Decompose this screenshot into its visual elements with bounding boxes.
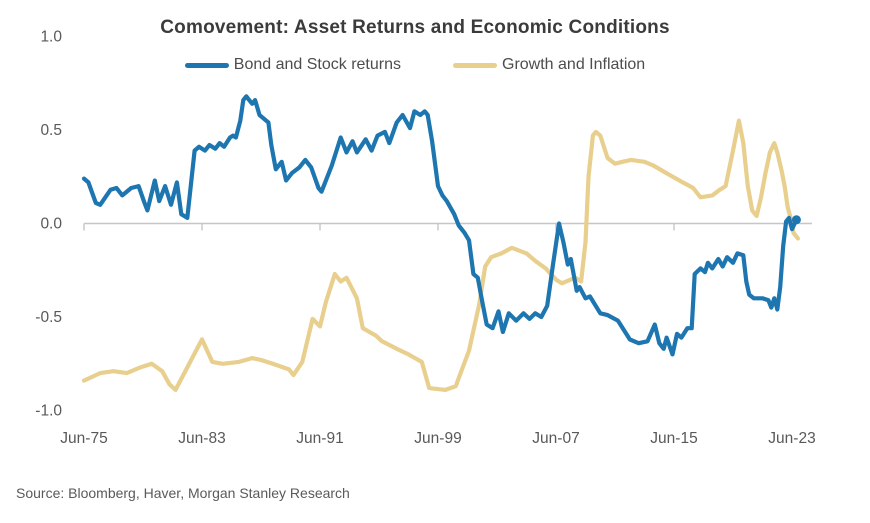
y-tick-label: 0.0 xyxy=(40,216,62,233)
legend-swatch-growth-inflation-icon xyxy=(453,62,497,68)
legend-label-bond-stock: Bond and Stock returns xyxy=(233,56,401,73)
series-line-growth-and-inflation xyxy=(81,118,801,392)
x-tick-label: Jun-99 xyxy=(414,430,461,447)
legend-item-bond-stock: Bond and Stock returns xyxy=(184,56,401,74)
series-line-bond-and-stock-returns xyxy=(81,94,799,357)
x-tick-label: Jun-15 xyxy=(650,430,697,447)
x-tick-label: Jun-07 xyxy=(532,430,579,447)
x-tick-label: Jun-83 xyxy=(178,430,225,447)
chart-legend: Bond and Stock returns Growth and Inflat… xyxy=(90,56,740,74)
x-tick-label: Jun-23 xyxy=(768,430,815,447)
y-tick-label: 0.5 xyxy=(40,122,62,139)
y-tick-label: 1.0 xyxy=(40,29,62,46)
legend-label-growth-inflation: Growth and Inflation xyxy=(502,56,646,73)
x-tick-label: Jun-75 xyxy=(60,430,107,447)
series-end-dot xyxy=(791,215,801,225)
legend-item-growth-inflation: Growth and Inflation xyxy=(453,56,645,74)
legend-swatch-bond-stock-icon xyxy=(184,62,229,68)
y-tick-label: -1.0 xyxy=(35,403,62,420)
chart-title: Comovement: Asset Returns and Economic C… xyxy=(160,17,670,38)
y-tick-label: -0.5 xyxy=(35,309,62,326)
x-tick-label: Jun-91 xyxy=(296,430,343,447)
source-text: Source: Bloomberg, Haver, Morgan Stanley… xyxy=(16,485,350,501)
